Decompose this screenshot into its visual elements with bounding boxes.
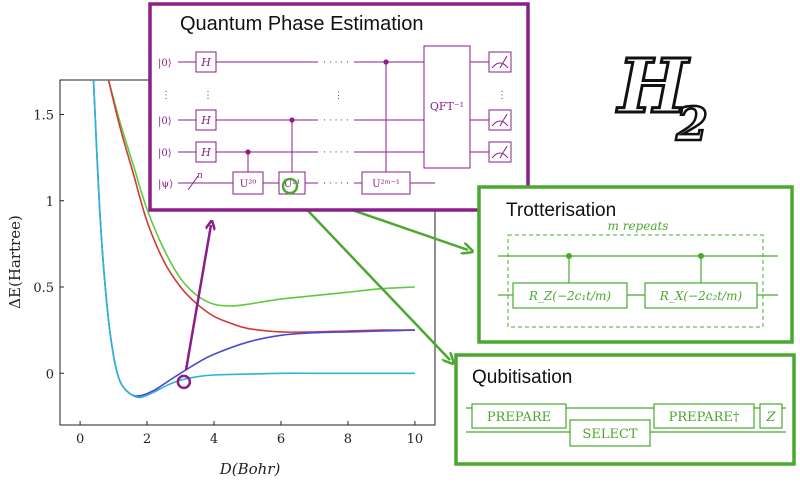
h-gate-1: H (195, 51, 217, 73)
trotter-control-2 (698, 253, 704, 259)
svg-text:U²¹: U²¹ (284, 179, 300, 190)
svg-text:H: H (200, 146, 211, 159)
qubitisation-panel: Qubitisation PREPARE SELECT PREPARE† Z (454, 353, 796, 466)
z-gate: Z (759, 403, 783, 429)
prepare-gate: PREPARE (471, 403, 567, 429)
svg-text:· · · · ·: · · · · · (323, 179, 349, 189)
qpe-panel: Quantum Phase Estimation |0⟩ ⋮ (148, 2, 530, 212)
highlight-marker (176, 374, 192, 390)
measurement-gates: ⋮ (488, 51, 512, 163)
svg-text:H: H (200, 114, 211, 127)
svg-text:· · · · ·: · · · · · (323, 116, 349, 126)
x-tick-label: 4 (210, 432, 218, 447)
h-gate-3: H (195, 141, 217, 163)
select-gate: SELECT (569, 419, 651, 447)
y-axis-ticks: 0 0.5 1 1.5 (33, 109, 64, 382)
y-tick-label: 0 (46, 367, 54, 382)
svg-text:PREPARE†: PREPARE† (669, 410, 740, 425)
svg-text:· · · · ·: · · · · · (323, 148, 349, 158)
series-layer (92, 80, 415, 399)
trotterisation-panel: Trotterisation m repeats R_Z(−2c₁t/m) R_… (477, 185, 794, 344)
qubit-title: Qubitisation (472, 367, 572, 388)
arrow-to-qpe (184, 225, 211, 371)
ket-0-b: |0⟩ (158, 116, 172, 127)
svg-text:Z: Z (765, 410, 776, 425)
u-gate-0: U²⁰ (232, 171, 264, 195)
ellipsis-column: · · · · · ⋮ · · · · · · · · · · · · · · … (318, 56, 354, 189)
measure-2-icon (488, 109, 512, 131)
h-gate-2: H (195, 109, 217, 131)
qpe-dots (245, 59, 389, 155)
series-line-4 (92, 80, 415, 399)
ket-0-a: |0⟩ (158, 58, 172, 69)
h-vdots: ⋮ (203, 90, 213, 101)
y-tick-label: 0.5 (33, 281, 54, 296)
trotter-control-1 (566, 253, 572, 259)
qpe-title: Quantum Phase Estimation (180, 13, 423, 35)
ket-labels: |0⟩ ⋮ |0⟩ |0⟩ |ψ⟩ (158, 58, 173, 190)
y-tick-label: 1.5 (33, 109, 54, 124)
molecule-subscript: 2 (675, 97, 708, 151)
molecule-label: H 2 (615, 43, 710, 153)
prepare-dagger-gate: PREPARE† (653, 403, 755, 429)
register-size-label: n (197, 171, 203, 181)
x-tick-label: 10 (407, 432, 424, 447)
measure-vdots: ⋮ (497, 90, 507, 101)
x-tick-label: 6 (277, 432, 285, 447)
qft-inverse-gate: QFT⁻¹ (423, 45, 471, 169)
svg-text:H: H (200, 56, 211, 69)
y-axis-label: ΔE(Hartree) (6, 215, 24, 309)
svg-text:QFT⁻¹: QFT⁻¹ (430, 100, 464, 113)
x-tick-label: 2 (143, 432, 151, 447)
svg-text:· · · · ·: · · · · · (323, 58, 349, 68)
trotter-title: Trotterisation (506, 200, 616, 221)
svg-text:PREPARE: PREPARE (487, 410, 551, 425)
repeat-dashed-box (507, 234, 764, 328)
svg-text:U²ᵐ⁻¹: U²ᵐ⁻¹ (372, 179, 400, 190)
x-axis-label: D(Bohr) (219, 460, 281, 478)
x-tick-label: 8 (344, 432, 352, 447)
y-tick-label: 1 (46, 195, 54, 210)
u-gate-m: U²ᵐ⁻¹ (361, 171, 411, 195)
svg-text:⋮: ⋮ (334, 91, 343, 101)
ket-psi: |ψ⟩ (158, 179, 173, 190)
measure-1-icon (488, 51, 512, 73)
x-axis-ticks: 0 2 4 6 8 10 (76, 421, 423, 447)
svg-text:R_Z(−2c₁t/m): R_Z(−2c₁t/m) (528, 289, 612, 303)
ket-vdots: ⋮ (161, 90, 171, 101)
measure-3-icon (488, 141, 512, 163)
svg-text:SELECT: SELECT (582, 427, 637, 442)
u1-highlight-marker (281, 177, 299, 195)
hadamard-gates: H ⋮ H H (195, 51, 217, 163)
ket-0-c: |0⟩ (158, 148, 172, 159)
molecule-letter: H (616, 44, 690, 130)
series-line-1 (107, 80, 415, 307)
x-tick-label: 0 (76, 432, 84, 447)
repeat-label: m repeats (608, 219, 669, 233)
unitary-gates: U²⁰ U²¹ U²ᵐ⁻¹ (232, 171, 411, 195)
svg-text:U²⁰: U²⁰ (240, 179, 256, 190)
rx-gate: R_X(−2c₂t/m) (644, 282, 758, 309)
rz-gate: R_Z(−2c₁t/m) (512, 282, 628, 309)
trotter-frame (477, 185, 794, 344)
arrow-to-qubitisation (293, 195, 450, 360)
svg-text:R_X(−2c₂t/m): R_X(−2c₂t/m) (659, 289, 743, 303)
